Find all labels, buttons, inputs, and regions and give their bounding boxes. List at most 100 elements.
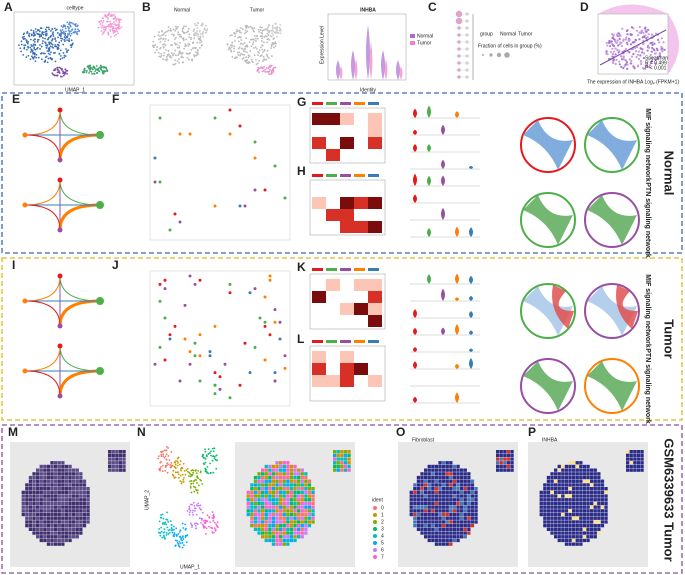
spot	[427, 501, 431, 506]
label: 2	[381, 519, 384, 525]
cell	[54, 37, 57, 40]
cell	[249, 25, 252, 28]
cell	[189, 486, 192, 489]
spot	[286, 468, 290, 472]
spot	[546, 516, 551, 520]
spot	[593, 524, 597, 528]
label: C	[428, 0, 437, 14]
cell	[179, 50, 181, 53]
cell	[173, 465, 176, 468]
spot	[460, 494, 464, 498]
cell	[194, 469, 197, 472]
cell	[235, 56, 237, 59]
spot	[604, 487, 608, 491]
cell	[57, 46, 59, 49]
cell	[198, 41, 201, 44]
spot	[496, 461, 500, 465]
dot	[188, 350, 192, 354]
cell	[66, 21, 69, 24]
spot	[343, 468, 348, 472]
cell	[26, 48, 28, 51]
spot	[261, 498, 265, 502]
node	[57, 323, 63, 329]
spot	[554, 498, 558, 502]
spot	[82, 512, 87, 517]
cell	[102, 17, 104, 20]
cell	[626, 33, 629, 36]
spot	[442, 531, 446, 535]
spot	[43, 498, 47, 502]
spot	[554, 490, 558, 494]
spot	[253, 512, 258, 517]
cell	[246, 30, 249, 33]
spot	[54, 509, 58, 513]
cell	[196, 51, 199, 54]
spot	[572, 505, 576, 509]
cell	[180, 482, 183, 485]
cell	[618, 49, 621, 52]
cell	[44, 52, 46, 55]
node	[57, 227, 63, 233]
spot	[253, 516, 258, 520]
spot	[557, 475, 561, 480]
cell	[615, 41, 618, 45]
cell	[240, 39, 243, 41]
node	[57, 343, 63, 349]
spot	[297, 494, 301, 498]
spot	[32, 520, 36, 524]
spot	[68, 490, 72, 494]
cell	[166, 30, 168, 33]
cell	[278, 29, 281, 32]
cell	[164, 31, 167, 34]
spot	[72, 498, 76, 502]
spot	[597, 524, 601, 528]
cell	[20, 40, 23, 43]
spot	[434, 509, 439, 513]
spot	[467, 483, 471, 487]
violin	[413, 327, 417, 335]
label: Normal	[662, 151, 677, 196]
chord	[587, 195, 637, 245]
spot	[75, 483, 79, 487]
cell	[201, 483, 203, 485]
cell	[625, 61, 629, 64]
spot	[463, 505, 467, 509]
spot	[467, 501, 471, 506]
cell	[270, 72, 273, 75]
spot	[546, 527, 551, 531]
spot	[61, 475, 65, 480]
spot	[293, 494, 297, 498]
cell	[192, 485, 195, 488]
label: Identity	[360, 87, 377, 93]
spot	[28, 501, 33, 506]
cell	[646, 36, 649, 39]
dot	[158, 345, 162, 349]
spot	[293, 490, 297, 494]
spot	[75, 512, 79, 517]
spot	[557, 505, 561, 509]
cell	[645, 63, 649, 66]
cell	[267, 67, 270, 70]
spot	[343, 464, 348, 469]
heat-cell	[340, 137, 354, 149]
spot	[261, 524, 265, 528]
violin	[399, 66, 403, 80]
spot	[460, 490, 464, 494]
label: 7	[381, 554, 384, 560]
cell	[268, 38, 271, 41]
spot	[496, 450, 500, 454]
cell	[59, 58, 62, 61]
spot	[333, 453, 337, 457]
cell	[205, 31, 208, 34]
label: Expression Level	[319, 26, 325, 64]
violin	[396, 60, 400, 80]
spot	[629, 468, 633, 472]
cell	[242, 53, 244, 56]
spot	[304, 472, 308, 476]
cell	[648, 46, 651, 49]
cell	[88, 65, 90, 67]
cell	[59, 49, 62, 52]
spot	[431, 494, 435, 498]
spot	[79, 509, 83, 513]
cell	[179, 41, 181, 44]
